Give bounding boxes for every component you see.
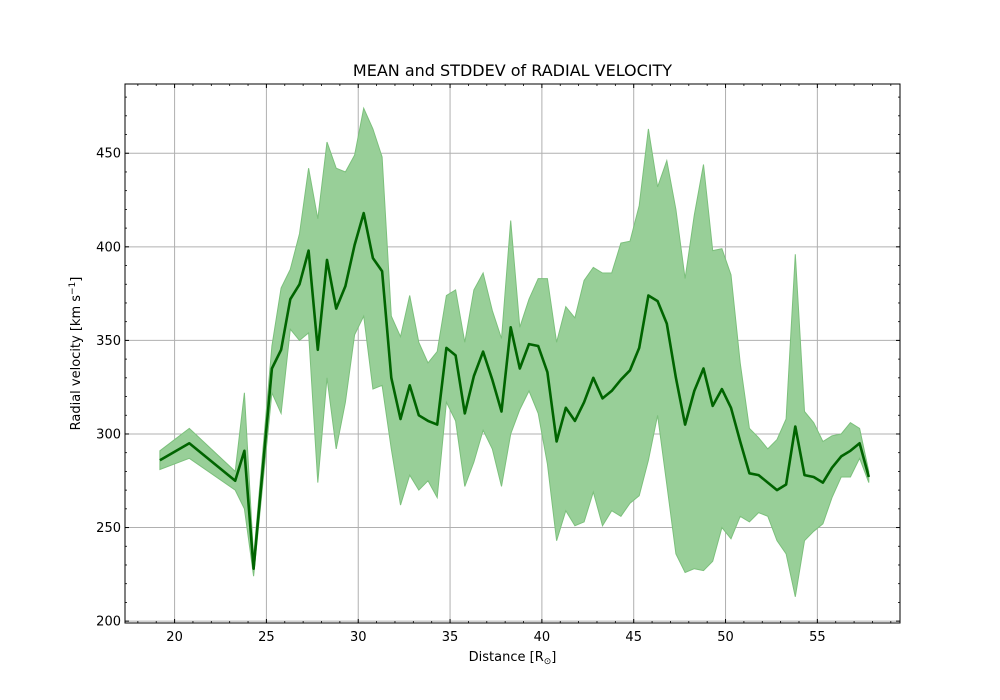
mean-line-layer	[159, 211, 871, 571]
y-tick-label: 400	[96, 240, 121, 255]
mean-line	[159, 211, 871, 571]
axis-ticks: 20 25 30 35 40 45 50 55 200 250 300 350 400 450	[96, 84, 900, 645]
x-tick-label: 20	[166, 630, 183, 645]
x-tick-label: 45	[625, 630, 642, 645]
stddev-band-layer	[159, 106, 870, 597]
x-tick-label: 30	[350, 630, 367, 645]
x-tick-label: 50	[717, 630, 734, 645]
x-axis-label: Distance [R⊙]	[469, 650, 557, 667]
y-axis-label: Radial velocity [km s−1]	[68, 277, 84, 431]
y-tick-label: 350	[96, 334, 121, 349]
y-tick-label: 300	[96, 427, 121, 442]
plot-frame	[124, 83, 901, 624]
x-tick-label: 35	[442, 630, 459, 645]
x-tick-label: 55	[809, 630, 826, 645]
x-tick-label: 40	[534, 630, 551, 645]
chart-title: MEAN and STDDEV of RADIAL VELOCITY	[353, 61, 672, 80]
y-tick-label: 200	[96, 615, 121, 630]
x-tick-label: 25	[258, 630, 275, 645]
y-tick-label: 250	[96, 521, 121, 536]
y-tick-label: 450	[96, 147, 121, 162]
stddev-band	[159, 106, 870, 597]
